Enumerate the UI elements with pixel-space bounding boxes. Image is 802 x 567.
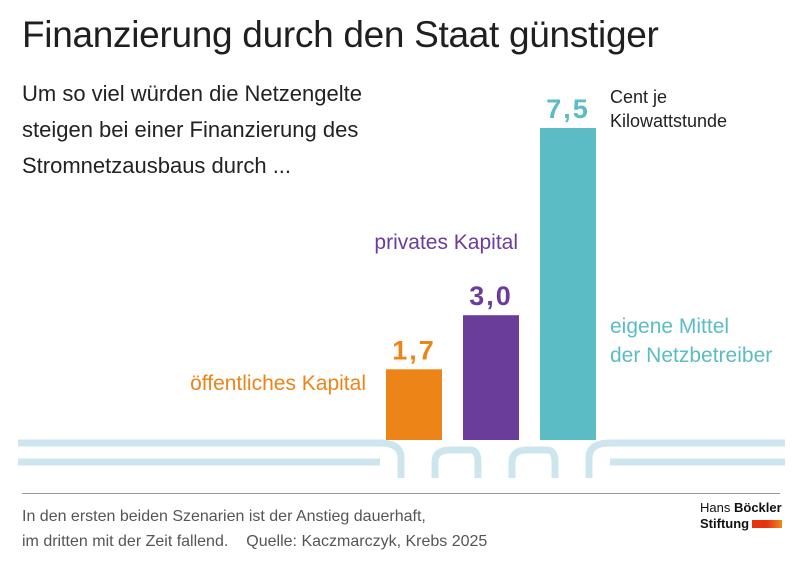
chart-subtitle: Um so viel würden die Netzengelte steige… xyxy=(22,81,362,178)
footnote-line-2: im dritten mit der Zeit fallend. xyxy=(22,533,229,550)
category-label-1: öffentliches Kapital xyxy=(190,372,366,395)
hans-boeckler-stiftung-logo: Hans Böckler Stiftung xyxy=(700,500,786,532)
bar-2 xyxy=(463,315,519,440)
pipe-branch-middle-left xyxy=(431,446,482,478)
pipe-upper-right xyxy=(585,439,785,478)
chart-title: Finanzierung durch den Staat günstiger xyxy=(22,14,659,55)
pipe-upper-left xyxy=(18,439,405,478)
bar-chart: 1,7 3,0 7,5 öffentliches Kapital privates Ka… xyxy=(18,87,785,478)
category-label-1-line-1: öffentliches Kapital xyxy=(190,372,366,395)
category-label-2-line-1: privates Kapital xyxy=(374,231,518,254)
logo-text-boeckler: Böckler xyxy=(733,500,782,515)
category-label-2: privates Kapital xyxy=(374,231,518,254)
unit-label-line-1: Cent je xyxy=(610,87,667,107)
value-label-3: 7,5 xyxy=(546,94,590,124)
pipe-graphic xyxy=(18,439,785,478)
bar-3 xyxy=(540,128,596,440)
pipe-branch-middle-right xyxy=(508,446,559,478)
value-label-1: 1,7 xyxy=(392,335,436,365)
logo-text-hans: Hans xyxy=(700,500,731,515)
unit-label-line-2: Kilowattstunde xyxy=(610,111,727,131)
logo-text-stiftung: Stiftung xyxy=(700,516,750,531)
category-label-3-line-2: der Netzbetreiber xyxy=(610,344,772,367)
value-label-2: 3,0 xyxy=(469,281,513,311)
logo-color-bar xyxy=(752,520,783,528)
footnote: In den ersten beiden Szenarien ist der A… xyxy=(22,504,582,554)
footer-divider xyxy=(22,493,780,494)
category-label-3: eigene Mittel der Netzbetreiber xyxy=(610,315,772,367)
footnote-line-1: In den ersten beiden Szenarien ist der A… xyxy=(22,508,426,525)
category-label-3-line-1: eigene Mittel xyxy=(610,315,729,338)
source-note: Quelle: Kaczmarczyk, Krebs 2025 xyxy=(246,533,488,550)
bar-1 xyxy=(386,369,442,440)
unit-label: Cent je Kilowattstunde xyxy=(610,87,727,131)
